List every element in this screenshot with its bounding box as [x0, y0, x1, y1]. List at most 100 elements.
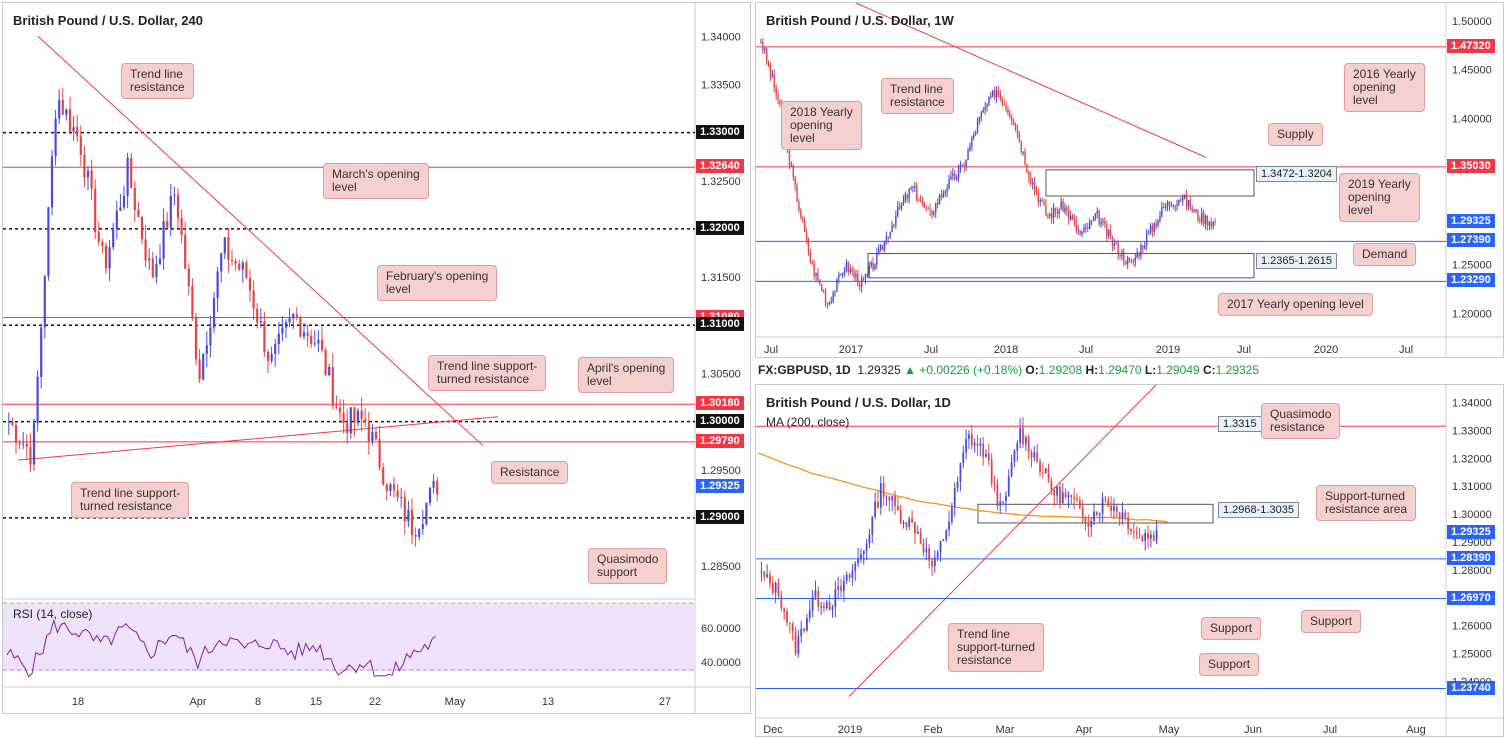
candle-body: [897, 206, 899, 217]
note-trend-line-resistance: Trend line resistance: [121, 63, 194, 99]
candle-body: [904, 194, 907, 201]
price-tag: 1.29790: [696, 433, 744, 448]
candle-body: [824, 292, 827, 304]
candle-body: [1047, 468, 1050, 481]
candle-body: [993, 90, 996, 98]
note-2016-opening: 2016 Yearly opening level: [1344, 63, 1425, 112]
note-february-opening: February's opening level: [377, 265, 498, 301]
candle-body: [1094, 213, 1097, 219]
candle-body: [834, 589, 837, 608]
candle-body: [899, 509, 902, 524]
candle-body: [1020, 142, 1022, 152]
price-tag: 1.35030: [1447, 158, 1495, 173]
x-tick-label: 2017: [839, 344, 863, 356]
candle-body: [371, 431, 374, 441]
candle-body: [831, 607, 834, 610]
candle-body: [1022, 428, 1024, 445]
candle-body: [896, 506, 899, 510]
candle-body: [310, 335, 313, 345]
candle-body: [936, 552, 939, 558]
chart-weekly-canvas[interactable]: 1.50000 1.45000 1.40000 1.25000 1.20000 Jul 20…: [756, 3, 1504, 358]
candle-body: [775, 87, 777, 95]
y-tick-label: 1.50000: [1452, 16, 1492, 28]
candle-body: [295, 314, 298, 317]
candle-body: [1081, 231, 1083, 235]
candle-body: [794, 176, 796, 185]
candle-body: [205, 345, 208, 354]
candle-body: [931, 560, 933, 567]
chart-weekly-panel[interactable]: 1.50000 1.45000 1.40000 1.25000 1.20000 Jul 20…: [755, 2, 1504, 358]
y-tick-label: 1.34000: [701, 31, 741, 43]
chart-daily-canvas[interactable]: 1.34000 1.33000 1.32000 1.31000 1.30000 1.290…: [756, 385, 1504, 737]
candle-body: [959, 164, 962, 169]
candle-body: [234, 260, 237, 264]
candle-body: [1098, 210, 1100, 225]
candle-body: [335, 406, 338, 408]
candle-body: [360, 410, 363, 420]
candle-body: [1056, 486, 1058, 496]
candle-body: [946, 188, 948, 192]
candle-body: [862, 278, 865, 280]
candle-body: [986, 105, 988, 108]
candle-body: [847, 261, 850, 273]
candle-body: [1087, 523, 1090, 527]
candle-body: [865, 543, 868, 551]
candle-body: [302, 332, 306, 337]
candle-body: [364, 419, 367, 423]
candle-body: [227, 237, 230, 260]
candle-body: [230, 259, 234, 261]
candle-body: [836, 278, 838, 292]
candle-body: [910, 187, 912, 189]
candle-body: [274, 344, 277, 355]
candle-body: [68, 109, 72, 132]
candle-body: [905, 522, 908, 528]
candle-body: [1085, 227, 1087, 229]
y-tick-label: 1.29500: [701, 465, 741, 477]
candle-body: [1152, 534, 1155, 541]
supply-zone: [1045, 169, 1255, 197]
candle-body: [1024, 151, 1026, 165]
candle-body: [1018, 133, 1021, 143]
candle-body: [385, 484, 388, 492]
candle-body: [1144, 533, 1147, 541]
candle-body: [1115, 506, 1118, 513]
candle-body: [879, 245, 882, 250]
candle-body: [1077, 230, 1079, 232]
candle-body: [963, 165, 965, 168]
ma-label: MA (200, close): [766, 415, 850, 429]
candle-body: [820, 606, 823, 608]
candle-body: [198, 359, 201, 380]
candle-body: [845, 261, 848, 270]
candle-body: [25, 443, 28, 447]
chart-4h-panel[interactable]: 1.34000 1.33500 1.32500 1.31500 1.30500 1.295…: [2, 2, 751, 714]
x-tick-label: Jul: [1237, 344, 1251, 356]
note-quasimodo-support: Quasimodo support: [588, 548, 668, 584]
chart-daily-panel[interactable]: 1.34000 1.33000 1.32000 1.31000 1.30000 1.290…: [755, 384, 1504, 737]
y-tick-label: 1.29000: [1452, 537, 1492, 549]
candle-body: [1083, 227, 1085, 232]
price-tag: 1.31000: [696, 317, 744, 332]
note-april-opening: April's opening level: [578, 357, 675, 393]
candle-body: [840, 586, 842, 591]
candle-body: [1075, 221, 1078, 231]
candle-body: [1026, 164, 1028, 172]
candle-body: [956, 481, 959, 489]
chart-4h-canvas[interactable]: 1.34000 1.33500 1.32500 1.31500 1.30500 1.295…: [3, 3, 751, 714]
candle-body: [906, 194, 908, 199]
candle-body: [1084, 517, 1087, 524]
candle-body: [840, 274, 842, 276]
note-support-2: Support: [1301, 610, 1362, 633]
candle-body: [223, 237, 226, 254]
candle-body: [1124, 512, 1127, 518]
candle-body: [1092, 218, 1095, 221]
candle-body: [1012, 120, 1015, 125]
x-tick-label: 22: [369, 696, 381, 708]
candle-body: [857, 274, 859, 286]
candle-body: [774, 582, 777, 593]
candle-body: [180, 218, 183, 236]
candle-body: [1118, 512, 1121, 519]
candle-body: [1090, 521, 1093, 527]
note-demand: Demand: [1353, 243, 1417, 266]
candle-body: [119, 207, 122, 211]
candle-body: [270, 354, 273, 361]
